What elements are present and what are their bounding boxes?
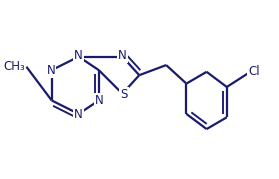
Text: CH₃: CH₃ bbox=[3, 60, 25, 73]
Text: N: N bbox=[47, 64, 55, 77]
Text: N: N bbox=[74, 108, 83, 121]
Text: N: N bbox=[74, 49, 83, 62]
Text: N: N bbox=[95, 94, 104, 107]
Text: N: N bbox=[118, 49, 127, 62]
Text: Cl: Cl bbox=[248, 65, 259, 78]
Text: S: S bbox=[121, 88, 128, 101]
